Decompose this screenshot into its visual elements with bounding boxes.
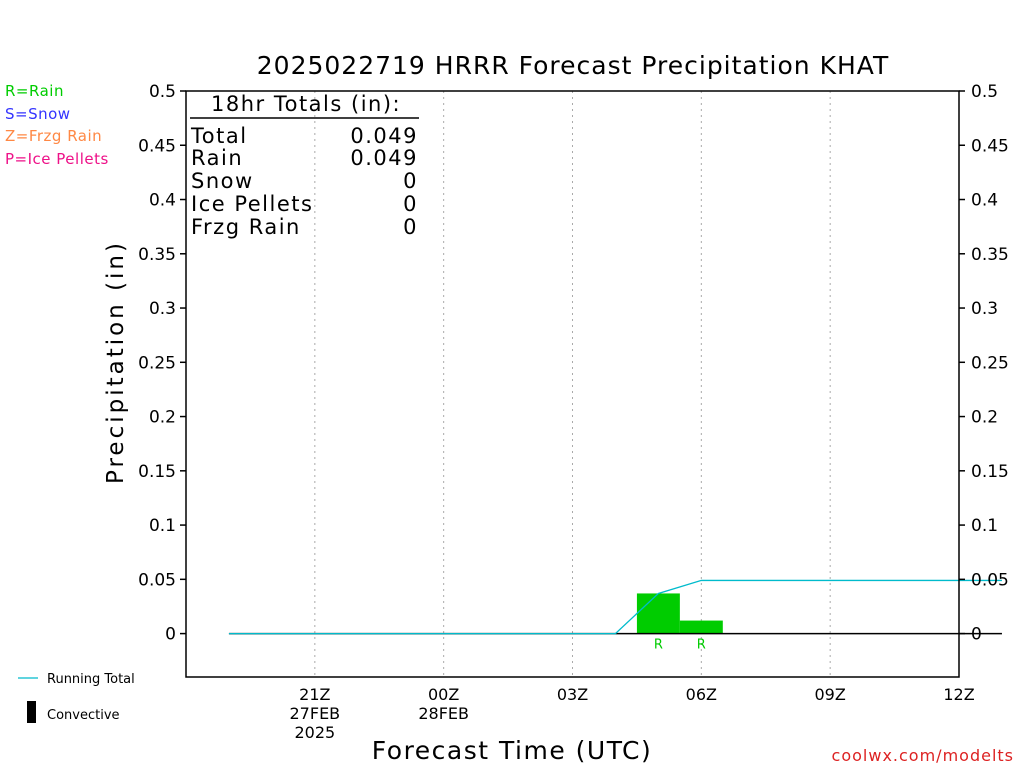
- y-tick-label-left-0.15: 0.15: [138, 462, 176, 482]
- totals-label-total: Total: [190, 124, 248, 148]
- y-tick-label-left-0: 0: [165, 625, 176, 645]
- legend-running-total: Running Total: [47, 672, 135, 687]
- x-tick-label-27feb: 27FEB: [290, 704, 341, 723]
- y-tick-label-right-0.1: 0.1: [971, 516, 998, 536]
- chart-title: 2025022719 HRRR Forecast Precipitation K…: [257, 51, 889, 80]
- totals-label-frzg-rain: Frzg Rain: [191, 215, 301, 239]
- site-credit: coolwx.com/modelts: [832, 746, 1014, 765]
- y-tick-label-left-0.05: 0.05: [138, 570, 176, 590]
- x-tick-label-2025: 2025: [294, 723, 335, 742]
- rain-bar-hour-11: [679, 620, 723, 634]
- y-tick-label-right-0.4: 0.4: [971, 191, 998, 211]
- y-tick-label-right-0.45: 0.45: [971, 136, 1009, 156]
- type-legend: R=Rain S=Snow Z=Frzg Rain P=Ice Pellets: [5, 82, 109, 168]
- y-tick-label-right-0.15: 0.15: [971, 462, 1009, 482]
- totals-value-rain: 0.049: [350, 146, 418, 170]
- legend-rain: R=Rain: [5, 82, 64, 100]
- y-tick-label-left-0.5: 0.5: [149, 82, 176, 102]
- x-axis-label: Forecast Time (UTC): [372, 736, 652, 765]
- y-tick-label-left-0.35: 0.35: [138, 245, 176, 265]
- totals-value-frzg-rain: 0: [403, 215, 418, 239]
- totals-header: 18hr Totals (in):: [211, 92, 401, 116]
- y-tick-label-right-0.5: 0.5: [971, 82, 998, 102]
- y-tick-label-left-0.25: 0.25: [138, 353, 176, 373]
- x-tick-label-09z: 09Z: [815, 685, 846, 704]
- x-tick-label-00z: 00Z: [428, 685, 459, 704]
- series-lines: [228, 579, 1002, 635]
- y-tick-label-right-0.05: 0.05: [971, 570, 1009, 590]
- plot-border: [185, 90, 960, 678]
- totals-value-ice-pellets: 0: [403, 192, 418, 216]
- y-tick-label-right-0: 0: [971, 625, 982, 645]
- y-tick-label-left-0.45: 0.45: [138, 136, 176, 156]
- y-tick-label-left-0.4: 0.4: [149, 191, 176, 211]
- plot-frame: [180, 90, 965, 678]
- legend-ice-pellets: P=Ice Pellets: [5, 150, 109, 168]
- legend-frzg-rain: Z=Frzg Rain: [5, 127, 102, 145]
- totals-label-rain: Rain: [191, 146, 243, 170]
- y-tick-label-right-0.25: 0.25: [971, 353, 1009, 373]
- legend-snow: S=Snow: [5, 105, 71, 123]
- totals-value-snow: 0: [403, 169, 418, 193]
- x-tick-label-12z: 12Z: [943, 685, 974, 704]
- x-tick-label-06z: 06Z: [686, 685, 717, 704]
- x-tick-label-03z: 03Z: [557, 685, 588, 704]
- y-axis-label: Precipitation (in): [103, 240, 129, 484]
- precip-type-label-hour-11: R: [697, 638, 706, 653]
- y-tick-labels: 0 00.05 0.050.1 0.10.15 0.150.2 0.20.25 0.250.…: [138, 82, 1009, 645]
- x-tick-label-21z: 21Z: [299, 685, 330, 704]
- precip-type-label-hour-10: R: [654, 638, 663, 653]
- legend-convective: Convective: [47, 708, 120, 723]
- y-tick-label-left-0.2: 0.2: [149, 408, 176, 428]
- running-total-line: [228, 579, 1002, 635]
- totals-value-total: 0.049: [350, 124, 418, 148]
- totals-label-ice-pellets: Ice Pellets: [191, 192, 313, 216]
- totals-label-snow: Snow: [191, 169, 254, 193]
- y-tick-label-right-0.35: 0.35: [971, 245, 1009, 265]
- totals-box: 18hr Totals (in): Total 0.049 Rain 0.049…: [190, 92, 419, 239]
- x-tick-label-28feb: 28FEB: [418, 704, 469, 723]
- y-tick-label-left-0.3: 0.3: [149, 299, 176, 319]
- convective-swatch: [27, 701, 36, 723]
- y-tick-label-left-0.1: 0.1: [149, 516, 176, 536]
- y-tick-label-right-0.2: 0.2: [971, 408, 998, 428]
- y-tick-label-right-0.3: 0.3: [971, 299, 998, 319]
- rain-bar-hour-10: [636, 593, 680, 634]
- bottom-legend: Running Total Convective: [18, 672, 135, 723]
